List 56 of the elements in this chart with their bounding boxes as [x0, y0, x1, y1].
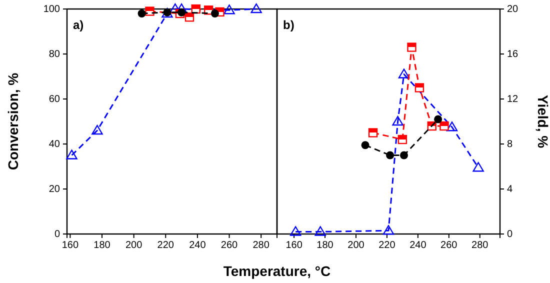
y-axis-title: Conversion, % — [5, 72, 21, 170]
point — [440, 121, 449, 131]
y-tick-label: 60 — [48, 94, 60, 106]
point — [398, 68, 410, 78]
point — [386, 151, 394, 160]
y-tick-label: 0 — [54, 229, 60, 240]
x-tick-label: 180 — [94, 240, 111, 252]
x-tick-label: 180 — [316, 240, 334, 252]
point — [290, 226, 302, 236]
y2-tick-label: 4 — [507, 184, 513, 196]
point — [314, 226, 326, 236]
x-tick-label: 240 — [189, 240, 206, 252]
point — [446, 122, 458, 132]
y-tick-label: 40 — [48, 139, 60, 150]
y2-tick-label: 20 — [507, 4, 519, 16]
point — [178, 8, 186, 16]
x-tick-label: 160 — [286, 240, 303, 252]
x-tick-label: 160 — [62, 240, 79, 252]
point — [184, 12, 194, 22]
point — [398, 134, 408, 144]
point — [224, 4, 235, 14]
point — [368, 128, 378, 138]
point — [414, 83, 424, 92]
x-tick-label: 220 — [157, 240, 174, 252]
text: b) — [283, 18, 294, 32]
y-tick-label: 80 — [48, 49, 60, 60]
point — [382, 225, 394, 235]
x-tick-label: 280 — [472, 240, 489, 252]
y-tick-label: 20 — [48, 184, 60, 196]
y2-tick-label: 12 — [507, 94, 519, 106]
point — [138, 10, 146, 18]
point — [434, 115, 442, 124]
x-tick-label: 220 — [378, 240, 396, 252]
point — [472, 162, 484, 172]
point — [145, 6, 154, 16]
x-tick-label: 240 — [410, 240, 427, 252]
y2-tick-label: 8 — [507, 139, 513, 150]
point — [92, 124, 103, 135]
point — [210, 10, 219, 18]
x-tick-label: 280 — [252, 240, 270, 252]
y2-axis-title: Yield, % — [535, 94, 550, 149]
x-tick-label: 200 — [348, 240, 365, 252]
x-axis-title: Temperature, °C — [223, 263, 331, 279]
text: a) — [73, 18, 84, 32]
point — [400, 151, 408, 160]
point — [250, 3, 262, 14]
y2-tick-label: 0 — [507, 229, 513, 240]
y2-tick-label: 16 — [507, 49, 519, 60]
point — [66, 150, 78, 160]
x-tick-label: 260 — [220, 240, 238, 252]
point — [392, 116, 404, 126]
x-tick-label: 260 — [440, 240, 458, 252]
point — [361, 141, 370, 150]
y-tick-label: 100 — [43, 4, 60, 16]
x-tick-label: 200 — [125, 240, 143, 252]
point — [407, 42, 416, 52]
